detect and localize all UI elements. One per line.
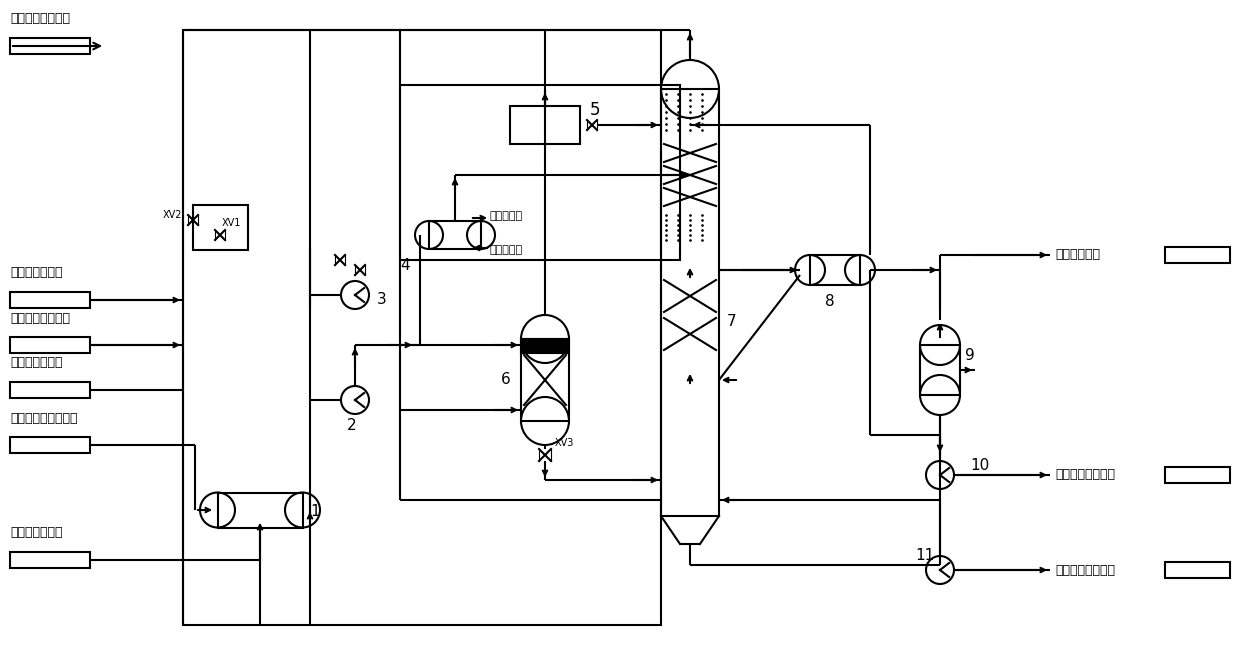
- Text: 循环气来自压缩机: 循环气来自压缩机: [10, 312, 69, 325]
- Bar: [521, 339, 569, 353]
- Text: 1: 1: [310, 505, 320, 520]
- Bar: [10, 552, 91, 568]
- Text: 贫液来自再生塔底: 贫液来自再生塔底: [1055, 564, 1115, 577]
- Circle shape: [341, 281, 370, 309]
- Text: XV3: XV3: [556, 438, 574, 448]
- Bar: [184, 30, 661, 625]
- Bar: [810, 255, 861, 285]
- Bar: [521, 339, 569, 421]
- Text: 循环水进水: 循环水进水: [490, 245, 523, 255]
- Text: 脆盐水来自界外: 脆盐水来自界外: [10, 266, 62, 279]
- Text: 6: 6: [501, 373, 511, 388]
- Text: 2: 2: [347, 417, 357, 432]
- Text: 7: 7: [727, 314, 737, 329]
- Bar: [401, 85, 680, 260]
- Bar: [1166, 467, 1230, 483]
- Bar: [193, 205, 248, 250]
- Bar: [10, 292, 91, 308]
- Bar: [10, 437, 91, 453]
- Circle shape: [926, 556, 954, 584]
- Bar: [217, 492, 303, 527]
- Circle shape: [341, 386, 370, 414]
- Text: 去再生气冷却器: 去再生气冷却器: [10, 526, 62, 540]
- Text: 循环气去氧混合器: 循环气去氧混合器: [10, 12, 69, 25]
- Text: 去废水处理系统: 去废水处理系统: [10, 356, 62, 369]
- Bar: [1166, 562, 1230, 578]
- Text: 富液去闪蜗罐: 富液去闪蜗罐: [1055, 248, 1100, 262]
- Bar: [920, 345, 960, 395]
- Bar: [10, 382, 91, 398]
- Text: XV2: XV2: [162, 210, 182, 220]
- Text: 再生气来自再生塔顶: 再生气来自再生塔顶: [10, 411, 77, 424]
- Text: 贫液来自再生塔底: 贫液来自再生塔底: [1055, 469, 1115, 481]
- Bar: [510, 106, 580, 144]
- Bar: [429, 221, 481, 249]
- Text: 10: 10: [970, 457, 990, 472]
- Text: 11: 11: [915, 548, 934, 562]
- Circle shape: [926, 461, 954, 489]
- Text: 4: 4: [401, 257, 409, 273]
- Bar: [661, 89, 719, 516]
- Text: 循环水出水: 循环水出水: [490, 211, 523, 221]
- Text: 9: 9: [965, 347, 975, 362]
- Bar: [10, 38, 91, 54]
- Text: 8: 8: [825, 294, 835, 310]
- Text: 3: 3: [377, 292, 387, 308]
- Bar: [1166, 247, 1230, 263]
- Text: 5: 5: [590, 101, 600, 119]
- Bar: [10, 337, 91, 353]
- Text: XV1: XV1: [222, 218, 242, 228]
